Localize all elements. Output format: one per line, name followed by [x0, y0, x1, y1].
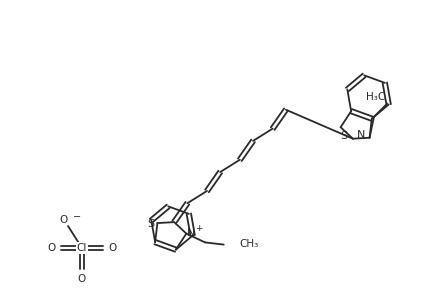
Text: O: O — [109, 243, 117, 253]
Text: CH₃: CH₃ — [240, 239, 259, 249]
Text: −: − — [73, 212, 81, 222]
Text: O: O — [47, 243, 55, 253]
Text: +: + — [195, 224, 202, 233]
Text: O: O — [78, 274, 86, 284]
Text: S: S — [340, 131, 347, 141]
Text: H₃C: H₃C — [366, 92, 385, 102]
Text: O: O — [60, 215, 68, 225]
Text: N: N — [187, 228, 196, 238]
Text: N: N — [357, 130, 366, 140]
Text: S: S — [147, 219, 154, 229]
Text: Cl: Cl — [77, 243, 87, 253]
